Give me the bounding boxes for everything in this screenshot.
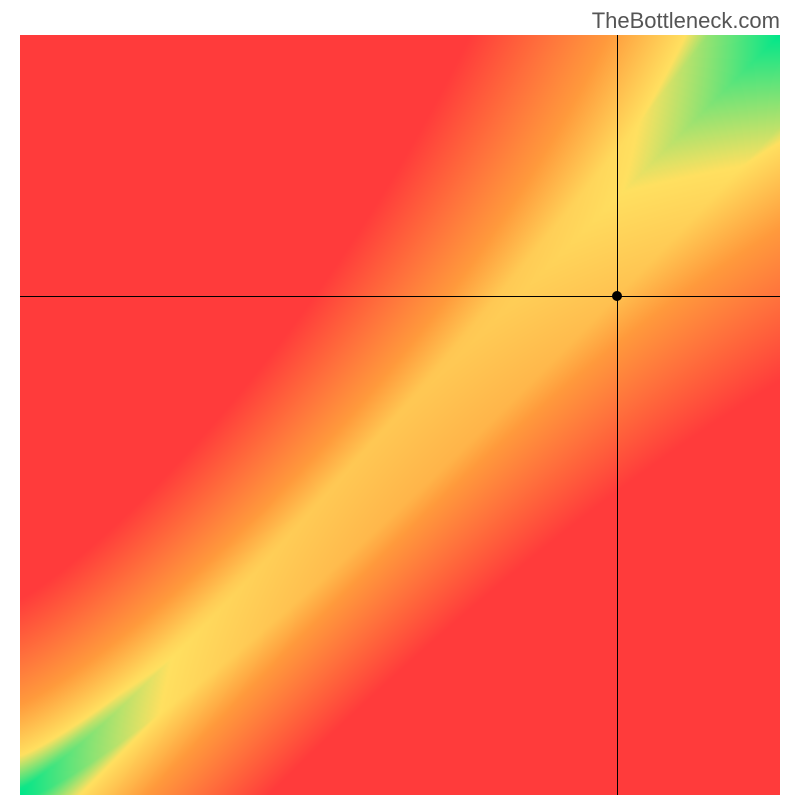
crosshair-vertical — [617, 35, 618, 795]
watermark: TheBottleneck.com — [592, 8, 780, 34]
marker-dot — [612, 291, 622, 301]
heatmap-canvas — [20, 35, 780, 795]
crosshair-horizontal — [20, 296, 780, 297]
bottleneck-heatmap — [20, 35, 780, 795]
